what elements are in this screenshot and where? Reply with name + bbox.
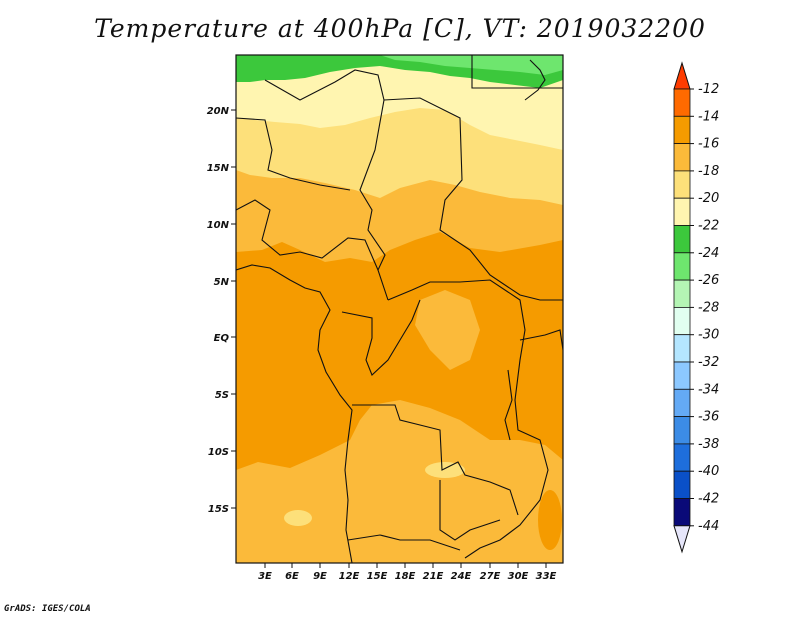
colorbar-swatch xyxy=(673,197,691,226)
lon-label-33e: 33E xyxy=(536,571,557,582)
colorbar-label: -16 xyxy=(698,137,719,152)
field-band--18-to--16-central xyxy=(415,290,480,370)
colorbar-swatch xyxy=(673,170,691,199)
temperature-field xyxy=(236,55,563,563)
colorbar-label: -20 xyxy=(698,191,719,206)
lat-label-15s: 15S xyxy=(208,504,229,515)
colorbar-swatch xyxy=(673,334,691,363)
country-borders xyxy=(236,55,563,563)
lon-label-24e: 24E xyxy=(451,571,472,582)
colorbar-label: -38 xyxy=(698,437,719,452)
chart-title: Temperature at 400hPa [C], VT: 201903220… xyxy=(94,14,706,43)
lon-label-30e: 30E xyxy=(508,571,529,582)
colorbar: -12 -14 -16 -18 -20 -22 -24 -26 -28 -30 -32 -34 -36 -… xyxy=(673,61,719,554)
credit-text: GrADS: IGES/COLA xyxy=(4,604,91,614)
colorbar-label: -34 xyxy=(698,382,719,397)
colorbar-label: -44 xyxy=(698,519,719,534)
colorbar-swatch xyxy=(673,443,691,472)
colorbar-swatch xyxy=(673,88,691,117)
lon-label-18e: 18E xyxy=(395,571,416,582)
lon-label-12e: 12E xyxy=(339,571,360,582)
field-spot--20-to--18 xyxy=(284,510,312,526)
lon-label-3e: 3E xyxy=(258,571,272,582)
colorbar-swatch xyxy=(673,388,691,417)
colorbar-label: -14 xyxy=(698,109,719,124)
colorbar-swatch xyxy=(673,252,691,281)
lat-label-15n: 15N xyxy=(207,163,230,174)
lon-label-21e: 21E xyxy=(423,571,444,582)
field-spot--16-to--14-south xyxy=(538,490,562,550)
lon-axis xyxy=(264,563,547,568)
lat-label-20n: 20N xyxy=(207,106,230,117)
colorbar-label: -26 xyxy=(698,273,719,288)
lat-label-10n: 10N xyxy=(207,220,230,231)
lon-label-27e: 27E xyxy=(480,571,501,582)
lon-label-9e: 9E xyxy=(313,571,327,582)
colorbar-label: -42 xyxy=(698,492,719,507)
field-spot--20-to--18-b xyxy=(425,462,465,478)
colorbar-label: -12 xyxy=(698,82,719,97)
colorbar-label: -36 xyxy=(698,410,719,425)
colorbar-swatch xyxy=(673,306,691,336)
colorbar-swatch xyxy=(673,416,691,445)
colorbar-label: -28 xyxy=(698,300,719,315)
colorbar-label: -32 xyxy=(698,355,719,370)
colorbar-label: -30 xyxy=(698,328,719,343)
lon-label-15e: 15E xyxy=(367,571,388,582)
lat-label-5s: 5S xyxy=(215,390,229,401)
colorbar-swatch xyxy=(673,470,691,499)
colorbar-label: -18 xyxy=(698,164,719,179)
colorbar-swatch xyxy=(673,279,691,308)
lat-label-10s: 10S xyxy=(208,447,229,458)
lon-label-6e: 6E xyxy=(285,571,299,582)
lat-label-eq: EQ xyxy=(214,333,230,344)
colorbar-top-arrow xyxy=(673,61,691,90)
colorbar-swatch xyxy=(673,225,691,254)
lat-label-5n: 5N xyxy=(214,277,230,288)
colorbar-swatch xyxy=(673,143,691,172)
field-band--18-to--16-south xyxy=(236,400,563,563)
colorbar-label: -22 xyxy=(698,219,719,234)
colorbar-label: -24 xyxy=(698,246,719,261)
colorbar-swatch xyxy=(673,361,691,390)
colorbar-swatch xyxy=(673,115,691,145)
colorbar-bottom-arrow xyxy=(673,525,691,554)
map-frame xyxy=(235,54,564,564)
colorbar-swatch xyxy=(673,498,691,527)
lat-axis xyxy=(231,109,236,509)
colorbar-label: -40 xyxy=(698,464,719,479)
